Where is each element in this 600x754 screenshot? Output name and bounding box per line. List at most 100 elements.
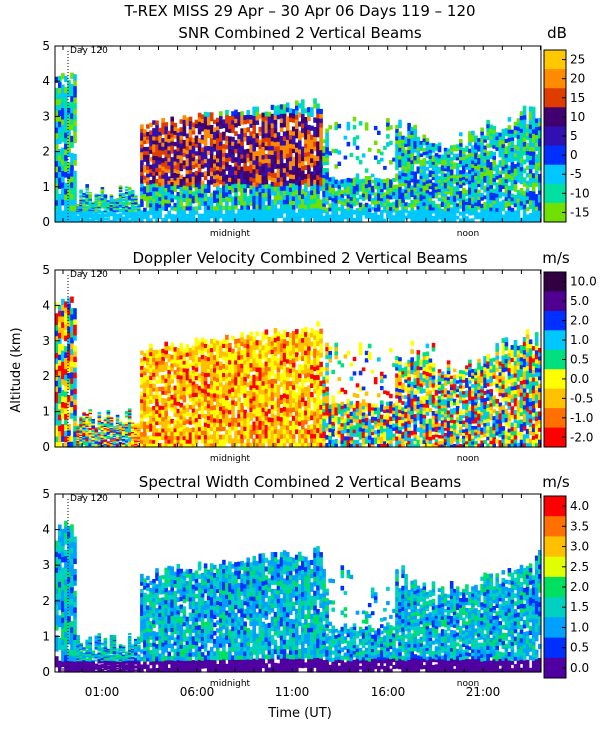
data-cell [325, 129, 329, 133]
data-cell [170, 427, 174, 432]
data-cell [228, 173, 232, 178]
data-cell [535, 119, 539, 124]
data-cell [195, 342, 199, 347]
data-cell [471, 164, 475, 168]
data-cell [495, 197, 499, 201]
data-cell [204, 430, 208, 435]
data-cell [243, 401, 247, 406]
data-cell [310, 162, 314, 167]
data-cell [180, 371, 184, 376]
data-cell [535, 198, 539, 203]
data-cell [158, 211, 162, 215]
data-cell [310, 176, 314, 181]
data-cell [210, 201, 214, 206]
data-cell [316, 118, 320, 123]
data-cell [64, 200, 68, 206]
data-cell [170, 379, 174, 384]
data-cell [234, 187, 238, 192]
data-cell [520, 115, 524, 120]
data-cell [341, 204, 345, 208]
data-cell [64, 419, 68, 425]
data-cell [316, 141, 320, 146]
data-cell [73, 91, 77, 97]
data-cell [73, 420, 77, 426]
data-cell [149, 344, 153, 349]
data-cell [292, 179, 296, 184]
data-cell [234, 213, 238, 218]
data-cell [146, 436, 150, 440]
data-cell [170, 399, 174, 404]
data-cell [523, 115, 527, 120]
data-cell [219, 365, 223, 370]
data-cell [186, 170, 190, 175]
data-cell [535, 178, 539, 183]
data-cell [301, 165, 305, 170]
data-cell [316, 198, 320, 203]
data-cell [262, 180, 266, 185]
data-cell [180, 355, 184, 360]
data-cell [155, 148, 159, 153]
data-cell [180, 190, 184, 195]
data-cell [262, 197, 266, 202]
data-cell [73, 211, 77, 217]
data-cell [180, 411, 184, 416]
data-cell [413, 129, 417, 134]
data-cell [234, 175, 238, 180]
data-cell [310, 204, 314, 209]
data-cell [292, 200, 296, 205]
data-cell [456, 154, 460, 158]
data-cell [210, 360, 214, 365]
data-cell [277, 146, 281, 151]
data-cell [186, 158, 190, 163]
data-cell [210, 180, 214, 185]
data-cell [189, 117, 193, 122]
data-cell [155, 191, 159, 196]
data-cell [155, 187, 159, 192]
data-cell [277, 159, 281, 164]
data-cell [341, 190, 345, 194]
data-cell [219, 137, 223, 142]
data-cell [502, 162, 506, 166]
data-cell [520, 205, 524, 210]
data-cell [73, 351, 77, 357]
data-cell [146, 365, 150, 369]
data-cell [210, 129, 214, 134]
data-cell [146, 395, 150, 399]
data-cell [73, 154, 77, 160]
data-cell [386, 134, 390, 139]
data-cell [207, 121, 211, 126]
data-cell [73, 330, 77, 336]
data-cell [210, 422, 214, 427]
data-cell [389, 125, 393, 130]
data-cell [128, 420, 132, 422]
data-cell [447, 166, 451, 169]
y-tick-label: 3 [42, 109, 50, 123]
data-cell [243, 162, 247, 167]
data-cell [180, 175, 184, 180]
data-cell [204, 163, 208, 168]
data-cell [283, 118, 287, 123]
data-cell [268, 129, 272, 134]
data-cell [228, 368, 232, 373]
data-cell [398, 143, 402, 148]
data-cell [535, 170, 539, 175]
data-cell [511, 148, 515, 152]
data-cell [55, 189, 59, 195]
colorbar-label: -15 [570, 205, 590, 219]
data-cell [407, 195, 411, 199]
data-cell [219, 179, 223, 184]
data-cell [398, 214, 402, 219]
data-cell [155, 132, 159, 137]
data-cell [310, 190, 314, 195]
data-cell [170, 137, 174, 142]
data-cell [301, 114, 305, 119]
data-cell [228, 401, 232, 406]
data-cell [283, 109, 287, 114]
data-cell [407, 146, 411, 150]
data-cell [113, 211, 117, 213]
data-cell [155, 171, 159, 176]
data-cell [161, 146, 165, 151]
data-cell [535, 194, 539, 199]
data-cell [219, 374, 223, 379]
data-cell [462, 214, 466, 217]
